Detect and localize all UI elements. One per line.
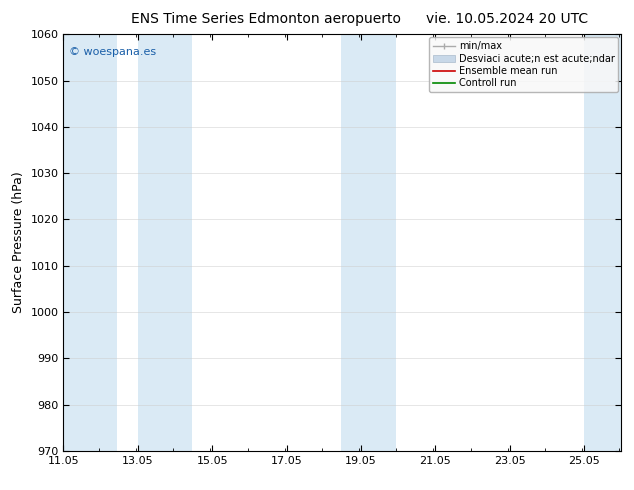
Bar: [138, 34, 191, 451]
Title: ENS Time Series Edmonton aeropuerto      vie. 10.05.2024 20 UTC: ENS Time Series Edmonton aeropuerto vie.…: [0, 489, 1, 490]
Bar: [584, 34, 634, 451]
Y-axis label: Surface Pressure (hPa): Surface Pressure (hPa): [12, 172, 25, 314]
Bar: [63, 34, 117, 451]
Text: vie. 10.05.2024 20 UTC: vie. 10.05.2024 20 UTC: [426, 12, 588, 26]
Text: ENS Time Series Edmonton aeropuerto: ENS Time Series Edmonton aeropuerto: [131, 12, 401, 26]
Legend: min/max, Desviaci acute;n est acute;ndar, Ensemble mean run, Controll run: min/max, Desviaci acute;n est acute;ndar…: [429, 37, 618, 92]
Text: © woespana.es: © woespana.es: [69, 47, 156, 57]
Bar: [340, 34, 396, 451]
